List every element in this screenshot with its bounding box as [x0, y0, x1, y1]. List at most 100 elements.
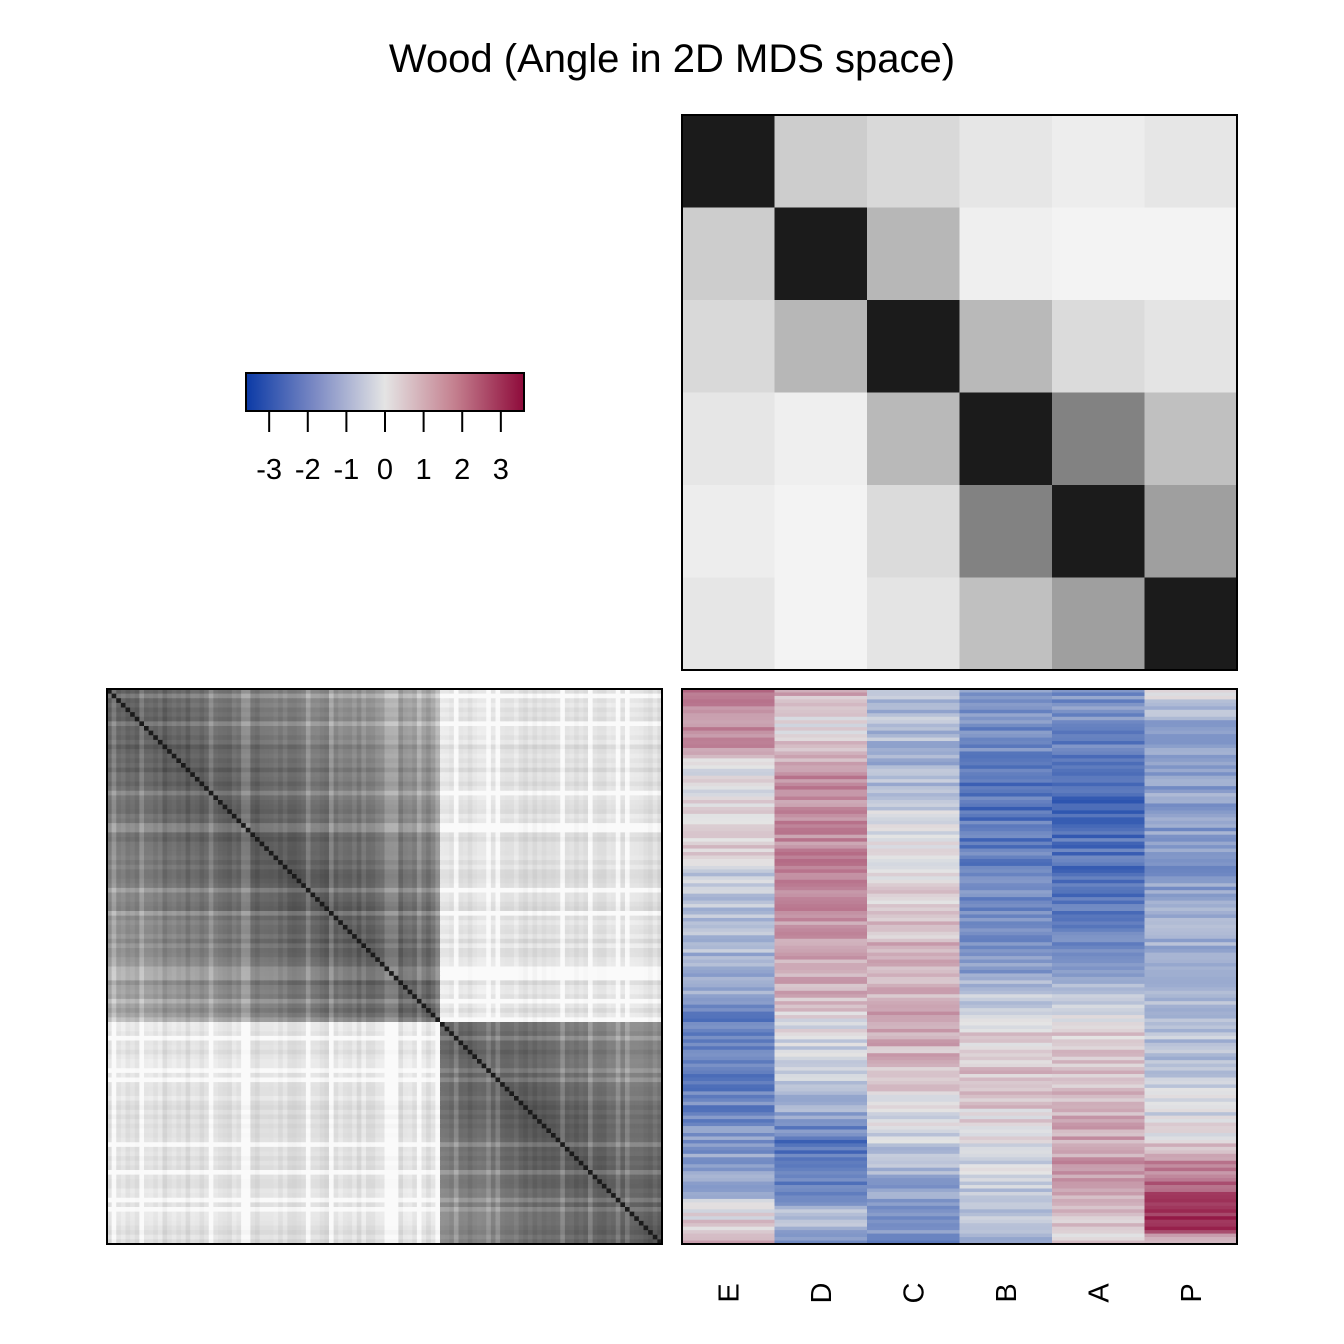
row-correlation-cell	[592, 721, 598, 727]
row-correlation-cell	[435, 749, 441, 755]
row-correlation-cell	[324, 860, 330, 866]
row-correlation-cell	[181, 698, 187, 704]
row-correlation-cell	[305, 781, 311, 787]
row-correlation-cell	[416, 813, 422, 819]
row-correlation-cell	[296, 716, 302, 722]
row-correlation-cell	[361, 763, 367, 769]
row-correlation-cell	[416, 860, 422, 866]
row-correlation-cell	[185, 850, 191, 856]
row-correlation-cell	[555, 772, 561, 778]
row-correlation-cell	[463, 776, 469, 782]
row-correlation-cell	[514, 837, 520, 843]
row-correlation-cell	[162, 758, 168, 764]
row-correlation-cell	[541, 786, 547, 792]
row-correlation-cell	[356, 846, 362, 852]
row-correlation-cell	[569, 795, 575, 801]
row-correlation-cell	[569, 763, 575, 769]
row-correlation-cell	[324, 726, 330, 732]
row-correlation-cell	[148, 753, 154, 759]
row-correlation-cell	[500, 818, 506, 824]
row-correlation-cell	[481, 776, 487, 782]
row-correlation-cell	[107, 860, 113, 866]
row-correlation-cell	[125, 809, 131, 815]
row-correlation-cell	[208, 702, 214, 708]
row-correlation-cell	[398, 795, 404, 801]
row-correlation-cell	[467, 837, 473, 843]
row-correlation-cell	[449, 767, 455, 773]
row-correlation-cell	[453, 735, 459, 741]
row-correlation-cell	[176, 712, 182, 718]
row-correlation-cell	[264, 772, 270, 778]
row-correlation-cell	[523, 763, 529, 769]
row-correlation-cell	[430, 781, 436, 787]
row-correlation-cell	[130, 698, 136, 704]
row-correlation-cell	[523, 735, 529, 741]
row-correlation-cell	[278, 758, 284, 764]
row-correlation-cell	[412, 855, 418, 861]
row-correlation-cell	[440, 749, 446, 755]
row-correlation-cell	[398, 813, 404, 819]
row-correlation-cell	[588, 776, 594, 782]
row-correlation-cell	[463, 739, 469, 745]
row-correlation-cell	[416, 767, 422, 773]
row-correlation-cell	[601, 763, 607, 769]
row-correlation-cell	[440, 712, 446, 718]
row-correlation-cell	[347, 795, 353, 801]
row-correlation-cell	[296, 776, 302, 782]
row-correlation-cell	[287, 846, 293, 852]
row-correlation-cell	[578, 832, 584, 838]
row-correlation-cell	[509, 874, 515, 880]
row-correlation-cell	[601, 790, 607, 796]
row-correlation-cell	[107, 804, 113, 810]
row-correlation-cell	[601, 855, 607, 861]
row-correlation-cell	[366, 772, 372, 778]
row-correlation-cell	[379, 749, 385, 755]
row-correlation-cell	[629, 827, 635, 833]
row-correlation-cell	[148, 716, 154, 722]
row-correlation-cell	[342, 786, 348, 792]
row-correlation-cell	[116, 837, 122, 843]
row-correlation-cell	[116, 860, 122, 866]
row-correlation-cell	[329, 869, 335, 875]
row-correlation-cell	[472, 855, 478, 861]
row-correlation-cell	[268, 707, 274, 713]
row-correlation-cell	[514, 707, 520, 713]
row-correlation-cell	[384, 753, 390, 759]
row-correlation-cell	[652, 689, 658, 695]
row-correlation-cell	[588, 874, 594, 880]
row-correlation-cell	[481, 726, 487, 732]
row-correlation-cell	[648, 841, 654, 847]
row-correlation-cell	[181, 735, 187, 741]
row-correlation-cell	[523, 864, 529, 870]
row-correlation-cell	[301, 809, 307, 815]
row-correlation-cell	[611, 864, 617, 870]
row-correlation-cell	[597, 809, 603, 815]
row-correlation-cell	[467, 874, 473, 880]
row-correlation-cell	[310, 832, 316, 838]
row-correlation-cell	[421, 850, 427, 856]
row-correlation-cell	[292, 813, 298, 819]
row-correlation-cell	[532, 721, 538, 727]
row-correlation-cell	[153, 763, 159, 769]
row-correlation-cell	[657, 698, 663, 704]
row-correlation-cell	[504, 730, 510, 736]
row-correlation-cell	[555, 850, 561, 856]
row-correlation-cell	[426, 707, 432, 713]
row-correlation-cell	[329, 813, 335, 819]
row-correlation-cell	[366, 749, 372, 755]
row-correlation-cell	[139, 864, 145, 870]
row-correlation-cell	[597, 860, 603, 866]
row-correlation-cell	[426, 730, 432, 736]
row-correlation-cell	[477, 763, 483, 769]
row-correlation-cell	[347, 735, 353, 741]
row-correlation-cell	[500, 827, 506, 833]
row-correlation-cell	[514, 781, 520, 787]
row-correlation-cell	[588, 749, 594, 755]
row-correlation-cell	[194, 795, 200, 801]
row-correlation-cell	[578, 781, 584, 787]
row-correlation-cell	[569, 767, 575, 773]
row-correlation-cell	[218, 823, 224, 829]
row-correlation-cell	[541, 707, 547, 713]
row-correlation-cell	[213, 841, 219, 847]
row-correlation-cell	[486, 716, 492, 722]
